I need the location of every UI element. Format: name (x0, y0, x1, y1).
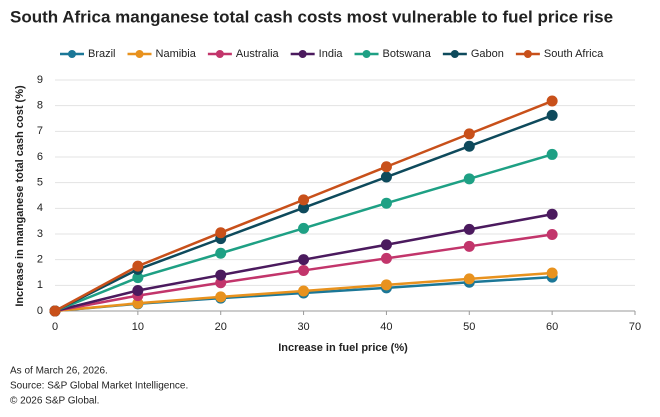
x-tick-label: 0 (52, 321, 58, 333)
data-point (298, 264, 310, 276)
legend-label: South Africa (544, 48, 604, 60)
data-point (380, 161, 392, 173)
legend-marker (298, 50, 307, 58)
legend-marker (450, 50, 459, 58)
data-point (546, 208, 558, 220)
data-point (463, 128, 475, 140)
legend-label: Namibia (156, 48, 197, 60)
x-tick-label: 50 (463, 321, 475, 333)
legend-marker (135, 50, 144, 58)
data-point (132, 297, 144, 309)
y-tick-label: 6 (37, 151, 43, 163)
y-axis-title: Increase in manganese total cash cost (%… (14, 85, 26, 307)
data-point (380, 171, 392, 183)
y-tick-label: 2 (37, 254, 43, 266)
data-point (546, 148, 558, 160)
footnote: © 2026 S&P Global. (10, 396, 99, 407)
legend-label: Botswana (383, 48, 432, 60)
legend-label: Gabon (471, 48, 504, 60)
data-point (215, 247, 227, 259)
y-tick-label: 4 (37, 202, 43, 214)
data-point (463, 240, 475, 252)
legend-label: Australia (236, 48, 280, 60)
data-point (463, 140, 475, 152)
x-tick-label: 60 (546, 321, 558, 333)
data-point (546, 109, 558, 121)
legend-label: Brazil (88, 48, 116, 60)
data-point (215, 227, 227, 239)
data-point (215, 291, 227, 303)
legend-label: India (319, 48, 344, 60)
legend-marker (68, 50, 76, 58)
y-tick-label: 3 (37, 228, 43, 240)
data-point (380, 279, 392, 291)
y-tick-label: 5 (37, 177, 43, 189)
y-tick-label: 8 (37, 100, 43, 112)
data-point (298, 285, 310, 297)
legend-marker (215, 50, 224, 58)
x-axis-title: Increase in fuel price (%) (278, 342, 408, 354)
footnote: Source: S&P Global Market Intelligence. (10, 381, 188, 392)
footnote: As of March 26, 2026. (10, 366, 108, 377)
x-tick-label: 70 (629, 321, 641, 333)
data-point (49, 305, 61, 317)
x-tick-label: 30 (297, 321, 309, 333)
data-point (298, 194, 310, 206)
y-tick-label: 9 (37, 74, 43, 86)
data-point (463, 223, 475, 235)
x-tick-label: 40 (380, 321, 392, 333)
y-tick-label: 1 (37, 279, 43, 291)
chart-title: South Africa manganese total cash costs … (10, 7, 613, 26)
data-point (298, 202, 310, 214)
legend-marker (362, 50, 371, 58)
data-point (546, 95, 558, 107)
data-point (380, 252, 392, 264)
data-point (298, 254, 310, 266)
data-point (132, 260, 144, 272)
y-tick-label: 7 (37, 125, 43, 137)
data-point (132, 272, 144, 284)
data-point (380, 239, 392, 251)
legend-marker (523, 50, 532, 58)
data-point (546, 267, 558, 279)
data-point (463, 173, 475, 185)
data-point (463, 273, 475, 285)
data-point (215, 269, 227, 281)
data-point (546, 229, 558, 241)
x-tick-label: 10 (132, 321, 144, 333)
data-point (215, 277, 227, 289)
data-point (298, 222, 310, 234)
data-point (132, 284, 144, 296)
data-point (380, 197, 392, 209)
x-tick-label: 20 (215, 321, 227, 333)
y-tick-label: 0 (37, 305, 43, 317)
